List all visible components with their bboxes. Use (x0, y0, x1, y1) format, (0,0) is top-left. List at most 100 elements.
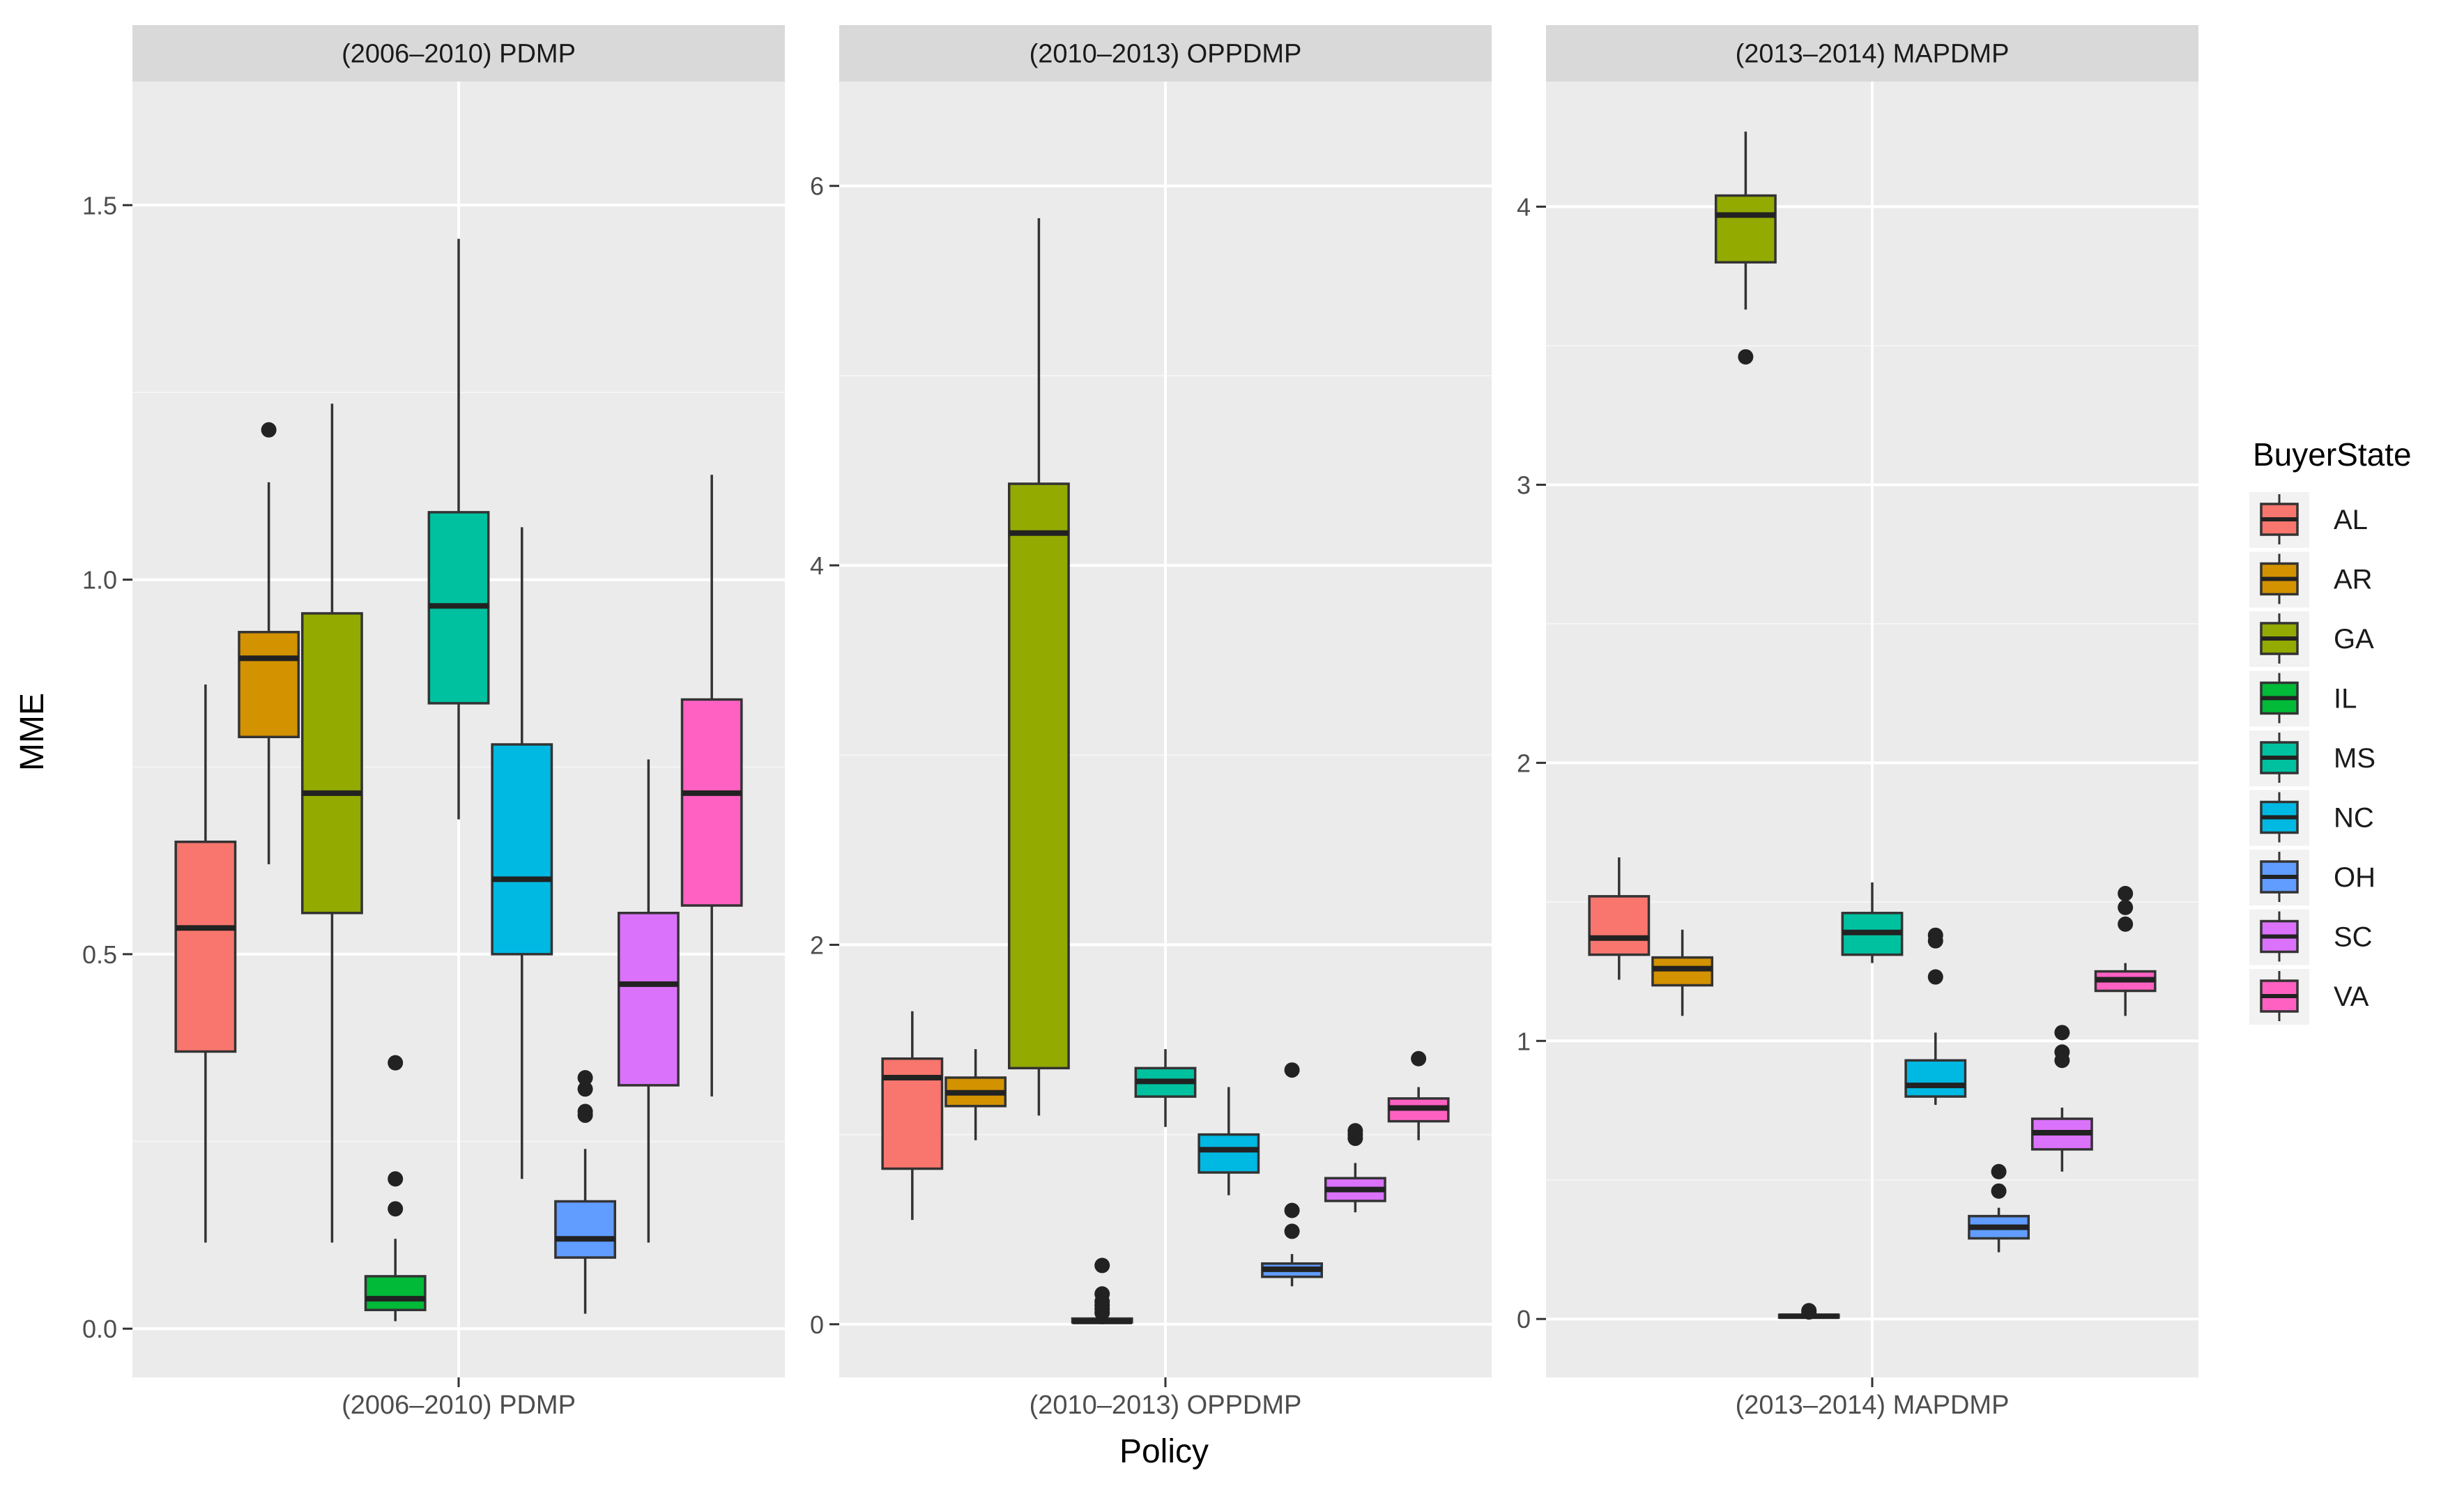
legend-items: AL AR GA IL MS NC OH SC VA (2249, 492, 2375, 1025)
box-ms (1841, 882, 1904, 963)
box-iqr (1904, 1059, 1967, 1098)
y-tick-label: 2 (810, 931, 824, 959)
box-ga (300, 404, 363, 1243)
outlier-point (2054, 1025, 2070, 1041)
legend-label: IL (2334, 684, 2357, 714)
y-axis-title: MME (14, 693, 51, 771)
legend-item-sc: SC (2249, 909, 2373, 965)
box-ga (1007, 217, 1070, 1116)
outlier-point (1738, 349, 1754, 365)
outlier-point (1927, 927, 1943, 943)
outlier-point (1094, 1257, 1110, 1274)
outlier-point (2118, 916, 2134, 932)
box-ar (944, 1049, 1007, 1140)
x-tick-label: (2010–2013) OPPDMP (1030, 1391, 1302, 1420)
legend-item-ms: MS (2249, 731, 2375, 786)
outlier-point (577, 1081, 593, 1097)
legend: BuyerState AL AR GA IL MS NC OH SC VA (2249, 436, 2412, 1025)
y-tick-label: 0 (1517, 1305, 1531, 1333)
box-ar (238, 422, 300, 864)
outlier-point (2054, 1044, 2070, 1060)
legend-label: SC (2334, 922, 2373, 953)
outlier-point (1801, 1303, 1817, 1319)
outlier-point (2118, 885, 2134, 901)
outlier-point (577, 1070, 593, 1086)
y-tick-label: 1 (1517, 1027, 1531, 1055)
x-tick-label: (2006–2010) PDMP (342, 1391, 576, 1420)
box-va (680, 475, 743, 1097)
legend-item-va: VA (2249, 969, 2369, 1025)
legend-item-ar: AR (2249, 551, 2373, 608)
box-iqr (617, 912, 680, 1087)
y-tick-label: 2 (1517, 749, 1531, 777)
legend-item-oh: OH (2249, 850, 2375, 905)
box-nc (491, 527, 553, 1179)
y-tick-label: 1.5 (82, 191, 117, 220)
box-iqr (554, 1200, 617, 1259)
box-sc (2030, 1025, 2093, 1172)
box-sc (1324, 1123, 1386, 1213)
legend-item-nc: NC (2249, 790, 2374, 846)
box-il (1071, 1257, 1133, 1324)
y-tick-label: 4 (1517, 193, 1531, 222)
outlier-point (1284, 1223, 1300, 1239)
y-tick-label: 4 (810, 551, 824, 580)
y-tick-label: 0.0 (82, 1315, 117, 1343)
box-oh (1968, 1163, 2030, 1253)
y-tick-label: 6 (810, 172, 824, 201)
box-iqr (491, 743, 553, 956)
outlier-point (388, 1055, 404, 1071)
facet-panel: (2013–2014) MAPDMP 0 1 2 3 4 (2013–2014) MAPDM… (1517, 25, 2198, 1420)
box-iqr (174, 840, 237, 1053)
y-tick-label: 1.0 (82, 566, 117, 595)
box-va (1387, 1050, 1450, 1140)
box-oh (554, 1070, 617, 1314)
box-oh (1261, 1062, 1324, 1287)
facet-strip (132, 25, 785, 82)
box-al (174, 685, 237, 1243)
outlier-point (1094, 1286, 1110, 1302)
y-tick-label: 0 (810, 1310, 824, 1339)
legend-label: MS (2334, 743, 2375, 774)
box-il (364, 1055, 427, 1322)
legend-label: NC (2334, 803, 2374, 834)
outlier-point (1347, 1123, 1363, 1139)
outlier-point (1991, 1183, 2007, 1199)
outlier-point (1927, 969, 1943, 985)
box-al (1588, 857, 1651, 980)
box-iqr (1588, 895, 1651, 956)
facet-panel: (2010–2013) OPPDMP 0 2 4 6 (2010–2013) OPPDMP (810, 25, 1492, 1420)
outlier-point (2118, 899, 2134, 915)
y-tick-label: 3 (1517, 471, 1531, 499)
box-iqr (1197, 1133, 1260, 1174)
box-iqr (238, 631, 300, 738)
legend-label: GA (2334, 624, 2374, 655)
legend-title: BuyerState (2253, 436, 2412, 473)
facet-strip (839, 25, 1492, 82)
legend-item-ga: GA (2249, 611, 2374, 667)
box-iqr (300, 612, 363, 915)
outlier-point (577, 1103, 593, 1119)
x-tick-label: (2013–2014) MAPDMP (1736, 1391, 2010, 1420)
box-ms (427, 238, 490, 820)
x-axis-title: Policy (1119, 1433, 1209, 1470)
box-al (881, 1011, 944, 1221)
outlier-point (1411, 1050, 1427, 1066)
box-nc (1197, 1087, 1260, 1195)
outlier-point (1284, 1062, 1300, 1078)
legend-label: AR (2334, 565, 2373, 595)
box-iqr (680, 698, 743, 907)
legend-item-il: IL (2249, 671, 2357, 727)
facet-strip-label: (2010–2013) OPPDMP (1030, 40, 1302, 69)
box-va (2094, 885, 2157, 1016)
box-ga (1714, 131, 1777, 365)
box-sc (617, 759, 680, 1243)
chart-panels: (2006–2010) PDMP 0.0 0.5 1.0 1.5 (2006–2010) … (82, 25, 2198, 1420)
box-iqr (1007, 482, 1070, 1070)
legend-label: OH (2334, 862, 2375, 893)
box-iqr (364, 1275, 427, 1312)
facet-strip-label: (2006–2010) PDMP (342, 40, 576, 69)
facet-strip (1546, 25, 2198, 82)
outlier-point (1284, 1202, 1300, 1218)
box-iqr (1714, 194, 1777, 264)
